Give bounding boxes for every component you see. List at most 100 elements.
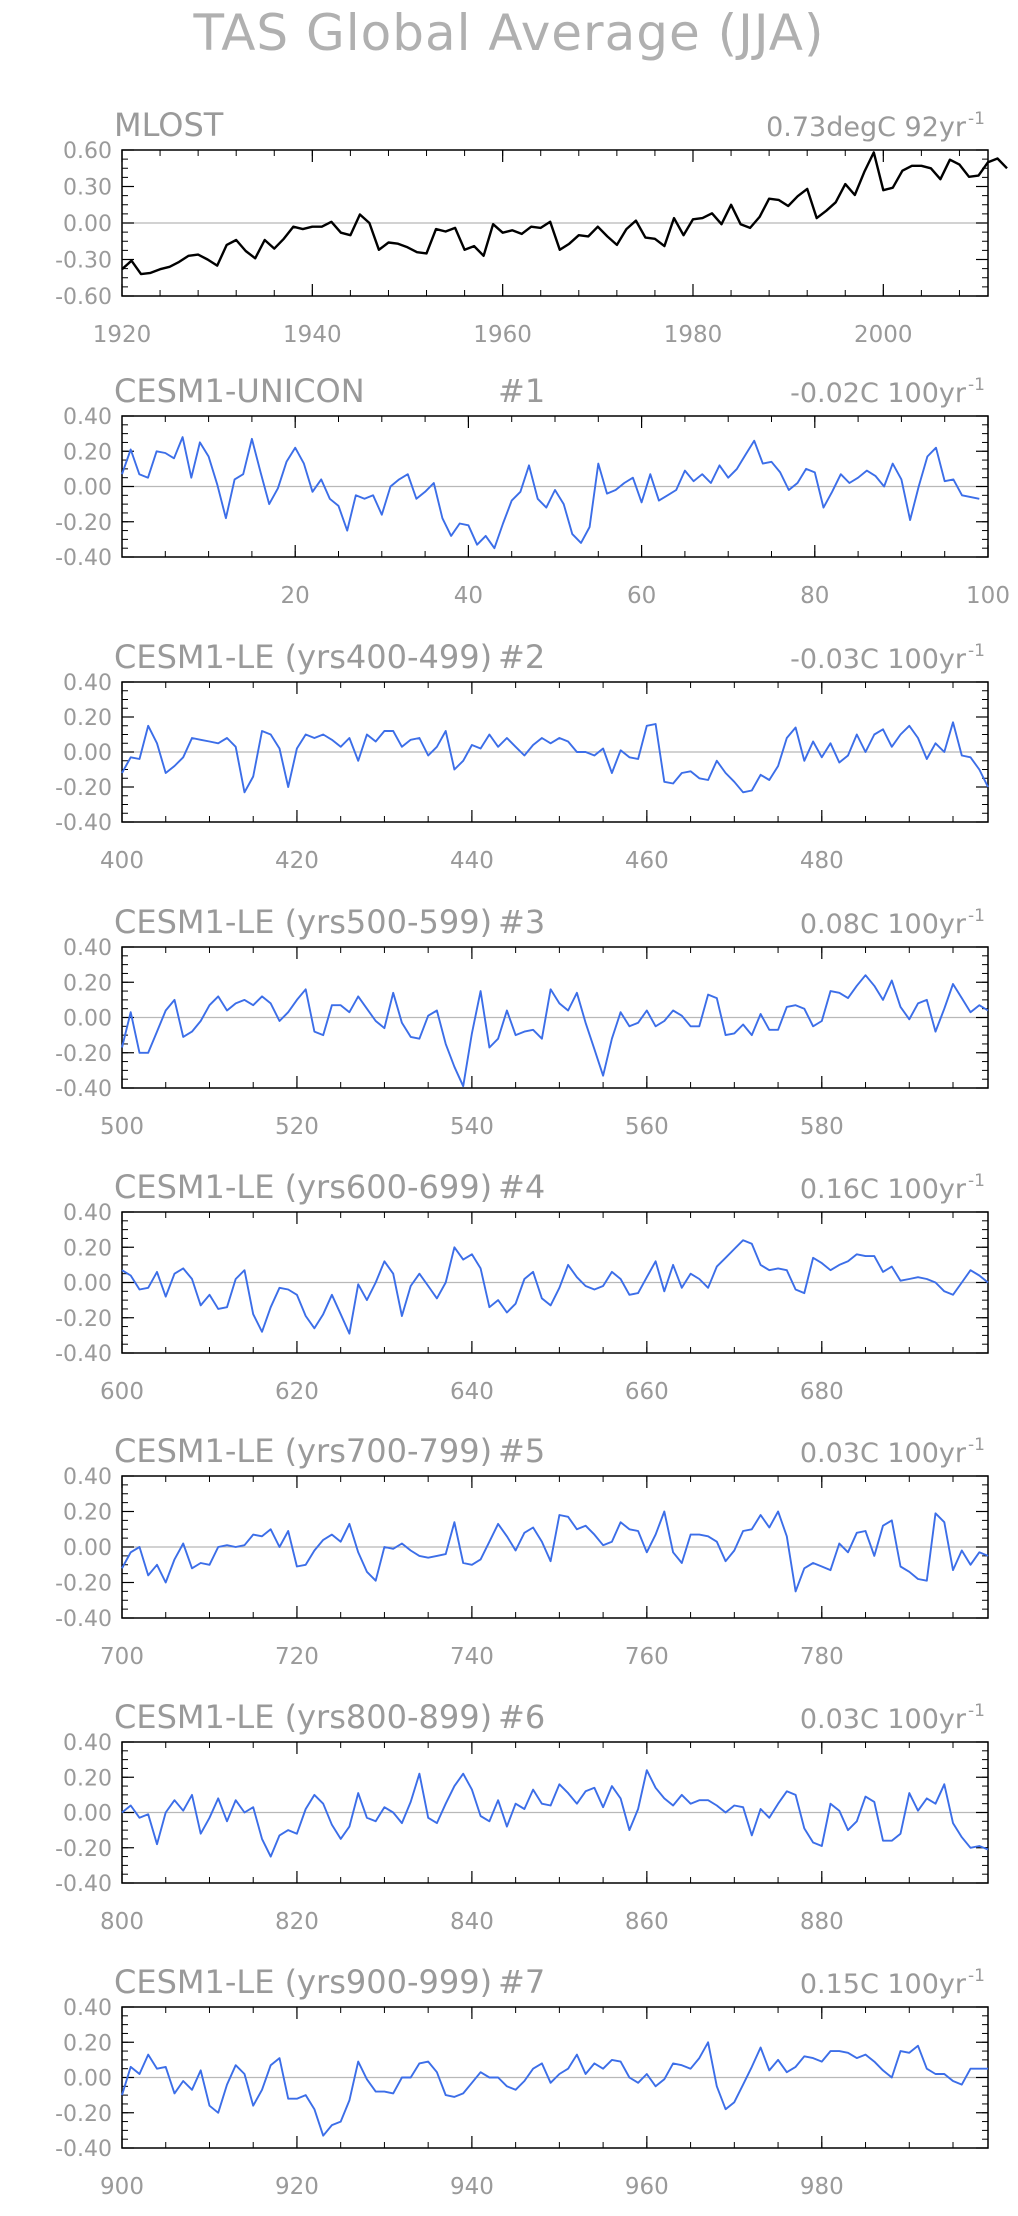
- panel-trend-superscript: -1: [968, 641, 985, 661]
- chart-panel-7: -0.40 -0.20 0.00 0.20 0.40 800 820 840 860 880 CES…: [55, 1698, 989, 1935]
- y-tick-label: -0.20: [55, 1837, 112, 1862]
- panel-trend-label: -0.03C 100yr: [790, 644, 967, 675]
- x-tick-label: 660: [625, 1379, 669, 1405]
- panel-trend-label: 0.15C 100yr: [800, 1969, 967, 2000]
- series-line: [121, 721, 989, 794]
- x-tick-label: 540: [450, 1114, 494, 1140]
- panel-trend-label: 0.08C 100yr: [800, 909, 967, 940]
- series-line: [121, 1769, 989, 1858]
- x-tick-label: 820: [275, 1909, 319, 1935]
- panel-left-label: CESM1-LE (yrs500-599): [114, 903, 492, 941]
- x-tick-label: 20: [281, 583, 310, 609]
- x-tick-label: 1980: [664, 322, 723, 348]
- y-tick-label: 0.40: [63, 405, 112, 430]
- panel-run-label: #1: [498, 372, 545, 410]
- x-tick-label: 480: [800, 848, 844, 874]
- y-tick-label: -0.20: [55, 511, 112, 536]
- panel-trend-label: 0.03C 100yr: [800, 1438, 967, 1469]
- x-tick-label: 680: [800, 1379, 844, 1405]
- x-tick-label: 1920: [93, 322, 152, 348]
- y-tick-label: 0.40: [63, 1201, 112, 1226]
- y-tick-label: 0.20: [63, 1766, 112, 1791]
- y-tick-label: 0.00: [63, 1272, 112, 1297]
- y-tick-label: 0.40: [63, 1465, 112, 1490]
- panel-trend-label: 0.16C 100yr: [800, 1174, 967, 1205]
- y-tick-label: 0.20: [63, 706, 112, 731]
- y-tick-label: -0.40: [55, 1342, 112, 1367]
- series-line: [121, 1510, 989, 1593]
- page-title: TAS Global Average (JJA): [193, 4, 825, 62]
- chart-panel-5: -0.40 -0.20 0.00 0.20 0.40 600 620 640 660 680 CES…: [55, 1168, 989, 1405]
- x-tick-label: 760: [625, 1644, 669, 1670]
- x-tick-label: 440: [450, 848, 494, 874]
- panel-left-label: CESM1-UNICON: [114, 372, 365, 410]
- y-tick-label: 0.20: [63, 1501, 112, 1526]
- x-tick-label: 520: [275, 1114, 319, 1140]
- x-tick-label: 780: [800, 1644, 844, 1670]
- y-tick-label: -0.40: [55, 1872, 112, 1897]
- x-tick-label: 880: [800, 1909, 844, 1935]
- panel-trend-superscript: -1: [968, 1701, 985, 1721]
- y-tick-label: 0.20: [63, 440, 112, 465]
- y-tick-label: -0.20: [55, 776, 112, 801]
- panel-left-label: CESM1-LE (yrs400-499): [114, 638, 492, 676]
- series-line: [121, 436, 980, 550]
- y-tick-label: 0.40: [63, 1731, 112, 1756]
- panel-run-label: #5: [498, 1432, 545, 1470]
- x-tick-label: 420: [275, 848, 319, 874]
- y-tick-label: -0.40: [55, 2137, 112, 2162]
- y-tick-label: 0.00: [63, 1536, 112, 1561]
- y-tick-label: 0.30: [63, 176, 112, 201]
- x-tick-label: 840: [450, 1909, 494, 1935]
- y-tick-label: -0.40: [55, 1607, 112, 1632]
- x-tick-label: 740: [450, 1644, 494, 1670]
- x-tick-label: 900: [100, 2174, 144, 2200]
- y-tick-label: 0.40: [63, 936, 112, 961]
- x-tick-label: 60: [627, 583, 656, 609]
- x-tick-label: 400: [100, 848, 144, 874]
- x-tick-label: 620: [275, 1379, 319, 1405]
- chart-panel-3: -0.40 -0.20 0.00 0.20 0.40 400 420 440 460 480 CES…: [55, 638, 989, 874]
- x-tick-label: 560: [625, 1114, 669, 1140]
- chart-panel-4: -0.40 -0.20 0.00 0.20 0.40 500 520 540 560 580 CES…: [55, 903, 989, 1140]
- chart-panel-8: -0.40 -0.20 0.00 0.20 0.40 900 920 940 960 980 CES…: [55, 1963, 989, 2200]
- y-tick-label: 0.40: [63, 671, 112, 696]
- y-tick-label: 0.20: [63, 971, 112, 996]
- y-tick-label: 0.00: [63, 212, 112, 237]
- y-tick-label: 0.00: [63, 476, 112, 501]
- y-tick-label: 0.40: [63, 1996, 112, 2021]
- panel-left-label: CESM1-LE (yrs900-999): [114, 1963, 492, 2001]
- x-tick-label: 720: [275, 1644, 319, 1670]
- y-tick-label: -0.20: [55, 2102, 112, 2127]
- x-tick-label: 700: [100, 1644, 144, 1670]
- y-tick-label: 0.00: [63, 1802, 112, 1827]
- x-tick-label: 1940: [283, 322, 342, 348]
- y-tick-label: -0.40: [55, 546, 112, 571]
- x-tick-label: 500: [100, 1114, 144, 1140]
- x-tick-label: 860: [625, 1909, 669, 1935]
- y-tick-label: -0.60: [55, 285, 112, 310]
- y-tick-label: 0.20: [63, 2031, 112, 2056]
- x-tick-label: 460: [625, 848, 669, 874]
- x-tick-label: 580: [800, 1114, 844, 1140]
- chart-panel-1: -0.60 -0.30 0.00 0.30 0.60 1920 1940 1960 1980 20…: [55, 106, 1008, 348]
- panel-trend-superscript: -1: [968, 1435, 985, 1455]
- y-tick-label: -0.20: [55, 1307, 112, 1332]
- chart-panel-6: -0.40 -0.20 0.00 0.20 0.40 700 720 740 760 780 CES…: [55, 1432, 989, 1670]
- y-tick-label: 0.00: [63, 1007, 112, 1032]
- panel-left-label: MLOST: [114, 106, 224, 144]
- y-tick-label: 0.00: [63, 2067, 112, 2092]
- x-tick-label: 920: [275, 2174, 319, 2200]
- x-tick-label: 940: [450, 2174, 494, 2200]
- panel-trend-label: 0.73degC 92yr: [766, 112, 967, 143]
- series-line: [121, 2041, 988, 2137]
- panel-trend-label: -0.02C 100yr: [790, 378, 967, 409]
- panel-run-label: #6: [498, 1698, 545, 1736]
- x-tick-label: 1960: [473, 322, 532, 348]
- panel-run-label: #2: [498, 638, 545, 676]
- y-tick-label: -0.20: [55, 1572, 112, 1597]
- y-tick-label: 0.20: [63, 1236, 112, 1261]
- chart-panel-2: -0.40 -0.20 0.00 0.20 0.40 20 40 60 80 100 CESM1-U…: [55, 372, 1010, 609]
